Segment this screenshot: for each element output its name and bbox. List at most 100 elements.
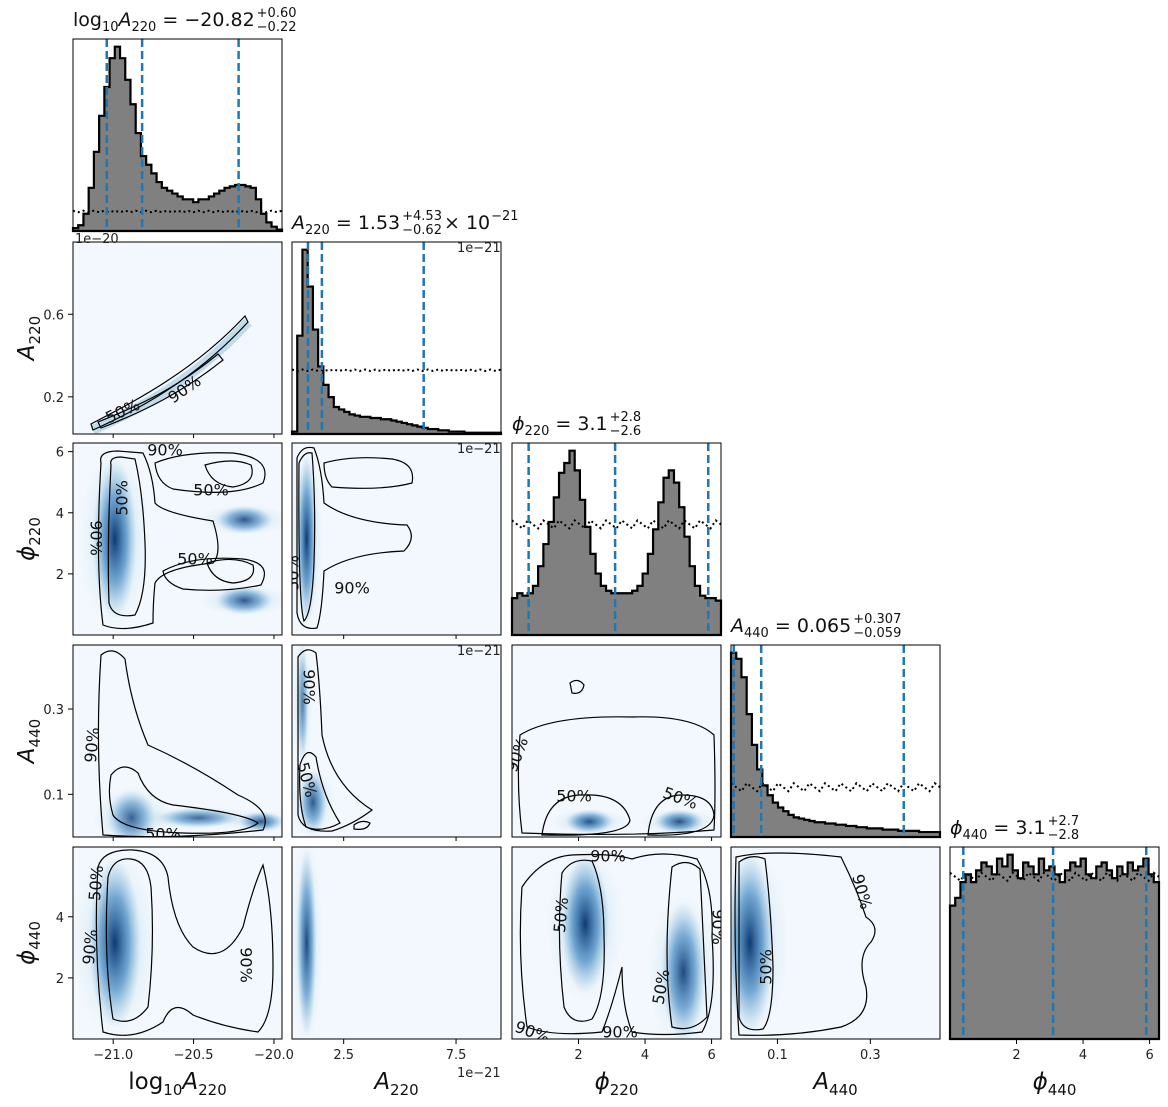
contour-line xyxy=(154,452,266,493)
posterior-histogram xyxy=(729,651,942,839)
density-blob xyxy=(298,770,327,835)
density-blob xyxy=(216,505,273,534)
contour-label: 90% xyxy=(334,579,370,598)
title-plus: +4.53 xyxy=(402,209,442,224)
x-axis-label-A440: A440 xyxy=(811,1069,857,1099)
panel-frame xyxy=(730,644,941,838)
y-tick-label: 0.6 xyxy=(43,308,64,323)
diag-panel-A220: A220 = 1.53 +4.53−0.62 × 10 −21 xyxy=(290,209,519,436)
title-minus: −2.8 xyxy=(1048,828,1080,843)
x-tick-label: −20.5 xyxy=(174,1048,214,1063)
x-tick-label: 2 xyxy=(1012,1048,1020,1063)
panel-A440-vs-log10A220: 90% 50% xyxy=(72,644,283,844)
panel-frame xyxy=(511,644,722,838)
contour-label: 90% xyxy=(709,909,728,945)
posterior-histogram xyxy=(290,248,503,436)
title-plus: +2.8 xyxy=(610,410,642,425)
prior-histogram xyxy=(511,518,722,530)
panel-frame xyxy=(291,846,502,1040)
panel-frame xyxy=(72,846,283,1040)
contour-line xyxy=(162,557,265,591)
contour-line xyxy=(299,751,341,830)
contour-line xyxy=(738,856,774,1031)
panel-frame xyxy=(72,38,283,232)
title-minus: −2.6 xyxy=(610,424,642,439)
contour-label: 90% xyxy=(79,928,101,965)
y-tick-label: 2 xyxy=(56,972,64,987)
panel-frame xyxy=(730,846,941,1040)
panel-phi440-vs-log10A220: 50% 90% 90% xyxy=(72,846,283,1040)
density-blob xyxy=(296,454,317,624)
x-tick-label: 4 xyxy=(1079,1048,1087,1063)
y-tick-label: 4 xyxy=(56,911,64,926)
panel-title-A220: A220 = 1.53 xyxy=(290,212,400,238)
panel-frame xyxy=(291,241,502,435)
title-plus: +2.7 xyxy=(1048,814,1080,829)
offset-text: 1e−21 xyxy=(457,644,501,659)
contour-label: 50% xyxy=(193,481,229,500)
contour-line xyxy=(647,794,715,836)
contour-line xyxy=(519,853,714,1036)
y-tick-label: 4 xyxy=(56,507,64,522)
panel-phi220-vs-A220: 50% 90% xyxy=(284,442,502,636)
panel-A220-vs-log10A220: 50%90% xyxy=(72,241,283,435)
contour-label: 50% xyxy=(85,864,107,901)
x-tick-label: 0.3 xyxy=(860,1048,881,1063)
posterior-histogram xyxy=(510,449,723,637)
contour-line xyxy=(323,457,414,489)
offset-text: 1e−21 xyxy=(457,241,501,256)
title-exponent: −21 xyxy=(491,209,518,224)
x-axis-label-log10A220: log10A220 xyxy=(128,1069,227,1099)
title-minus: −0.22 xyxy=(257,20,297,35)
posterior-histogram xyxy=(948,853,1161,1041)
offset-text: 1e−21 xyxy=(457,1066,501,1081)
contour-label: 90% xyxy=(87,520,106,556)
panel-phi220-vs-log10A220: 50% 90% 90% 50% 50% xyxy=(72,442,283,636)
panel-frame xyxy=(72,442,283,636)
prior-histogram xyxy=(291,368,502,373)
panel-title-log10A220: log10A220 = −20.82 xyxy=(73,9,255,35)
density-blob xyxy=(88,858,141,1028)
contour-label: 50% xyxy=(284,555,303,591)
x-tick-label: 4 xyxy=(641,1048,649,1063)
contour-label: 50% xyxy=(145,825,181,844)
title-suffix: × 10 xyxy=(444,212,490,234)
contour-label: 90% xyxy=(237,947,256,983)
panel-frame xyxy=(511,846,722,1040)
contour-label: 90% xyxy=(590,847,626,866)
contour-line xyxy=(97,650,266,837)
x-tick-label: 7.5 xyxy=(446,1048,467,1063)
x-axis-label-phi220: ϕ220 xyxy=(595,1069,639,1099)
contour-line xyxy=(90,314,249,431)
contour-line xyxy=(95,849,274,1036)
density-blob xyxy=(158,807,239,828)
contour-line xyxy=(558,859,605,1022)
panel-phi440-vs-phi220: 50%90%90%50%90% 90% xyxy=(511,846,728,1040)
y-tick-label: 2 xyxy=(56,568,64,583)
contour-line xyxy=(204,460,253,488)
contour-line xyxy=(206,558,255,584)
contour-line xyxy=(666,861,708,1030)
contour-line xyxy=(569,679,585,694)
density-blob xyxy=(216,586,273,615)
y-axis-label-A440: A440 xyxy=(14,719,44,765)
diag-panel-A440: A440 = 0.065 +0.307−0.059 xyxy=(729,612,942,839)
panel-title-phi440: ϕ440 = 3.1 xyxy=(950,817,1046,843)
contour-label: 50% xyxy=(556,787,592,806)
density-blob xyxy=(655,809,704,834)
title-minus: −0.059 xyxy=(853,626,901,641)
panel-frame xyxy=(72,644,283,838)
panel-title-A440: A440 = 0.065 xyxy=(729,615,851,641)
density-blob xyxy=(239,811,282,832)
panel-title-phi220: ϕ220 = 3.1 xyxy=(512,413,608,439)
contour-label: 90% xyxy=(81,726,103,763)
contour-line xyxy=(97,353,224,429)
panel-phi440-vs-A220 xyxy=(291,846,502,1040)
panel-frame xyxy=(511,442,722,636)
panel-phi440-vs-A440: 90%50% xyxy=(730,846,941,1040)
contour-line xyxy=(297,649,374,832)
contour-line xyxy=(298,452,316,623)
y-axis-label-phi220: ϕ220 xyxy=(14,517,44,561)
contour-line xyxy=(541,794,631,836)
